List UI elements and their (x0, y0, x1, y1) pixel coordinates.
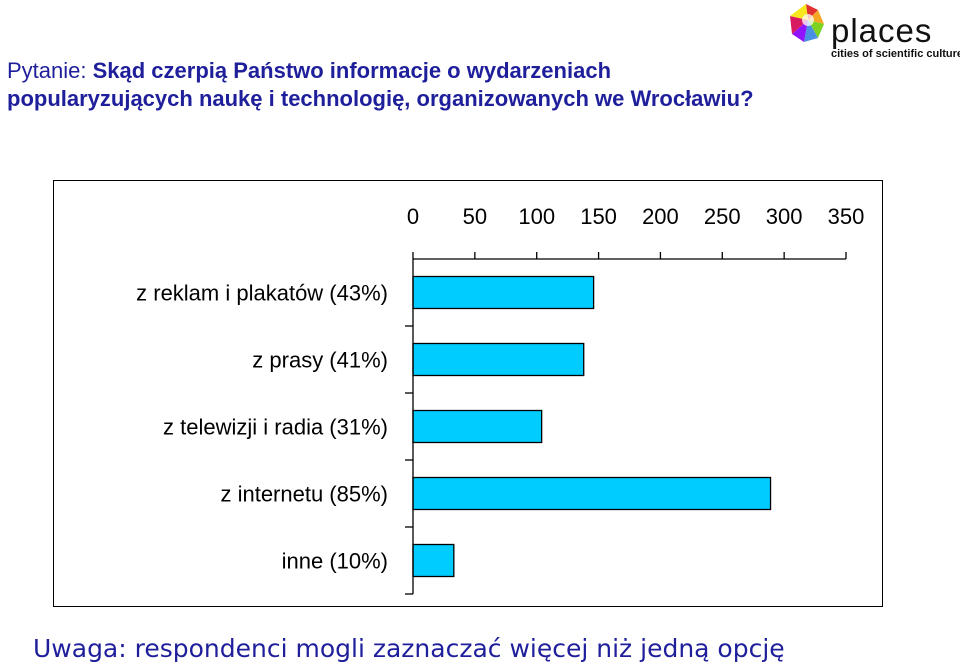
category-labels: z reklam i plakatów (43%) z prasy (41%) z … (136, 281, 413, 595)
logo-center (802, 14, 814, 26)
x-tick-label: 50 (463, 204, 487, 229)
bars (412, 275, 772, 578)
bar (412, 476, 772, 511)
x-tick-label: 250 (704, 204, 741, 229)
logo-facet-5 (792, 20, 808, 42)
x-tick-label: 150 (580, 204, 617, 229)
category-label: z telewizji i radia (31%) (163, 415, 388, 440)
logo-wordmark: places (831, 12, 932, 49)
places-logo: places cities of scientific culture (790, 4, 960, 60)
logo-facet-3 (808, 20, 824, 38)
question-prefix: Pytanie: (7, 58, 93, 83)
category-label: z internetu (85%) (220, 482, 388, 507)
x-tick-label: 300 (766, 204, 803, 229)
footnote: Uwaga: respondenci mogli zaznaczać więce… (33, 634, 785, 663)
logo-facet-7 (790, 4, 808, 20)
category-label: inne (10%) (282, 549, 388, 574)
x-tick-label: 100 (518, 204, 555, 229)
category-label: z reklam i plakatów (43%) (136, 281, 388, 306)
x-tick-label: 200 (642, 204, 679, 229)
bar (412, 409, 543, 444)
chart-frame (53, 180, 883, 607)
x-axis-ticks: 0 50 100 150 200 250 300 350 (407, 204, 864, 259)
x-tick-label: 0 (407, 204, 419, 229)
bar (412, 342, 585, 377)
logo-icon (790, 4, 824, 42)
question-body: Skąd czerpią Państwo informacje o wydarz… (7, 58, 754, 111)
category-label: z prasy (41%) (252, 348, 388, 373)
x-tick-label: 350 (828, 204, 865, 229)
bar (412, 543, 455, 578)
bar (412, 275, 595, 310)
logo-tagline: cities of scientific culture (831, 48, 960, 60)
question-text: Pytanie: Skąd czerpią Państwo informacje… (7, 57, 767, 113)
